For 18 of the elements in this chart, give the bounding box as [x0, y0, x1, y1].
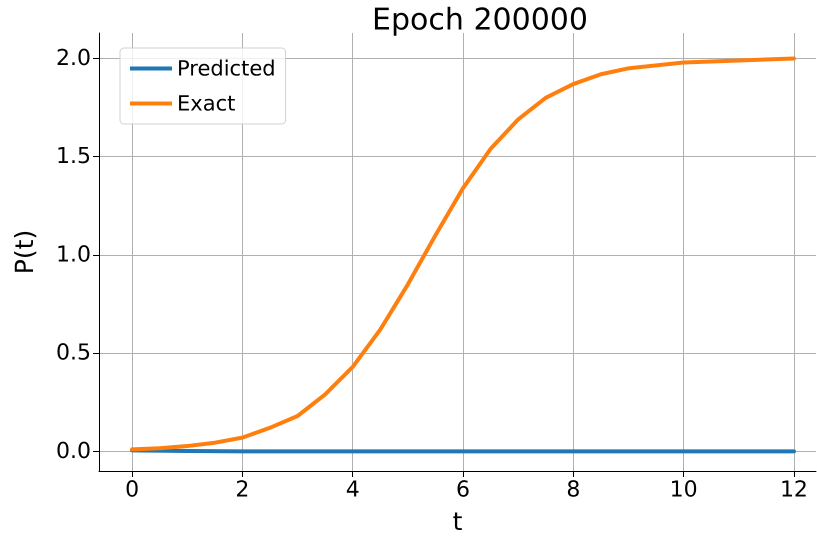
y-tick-label: 0.5: [56, 340, 91, 366]
x-tick-label: 2: [235, 478, 250, 502]
x-tick-label: 6: [456, 478, 470, 502]
x-tick-label: 12: [780, 478, 808, 502]
y-axis-title: P(t): [10, 230, 39, 274]
x-tick-label: 8: [566, 478, 580, 502]
chart-title: Epoch 200000: [372, 2, 588, 38]
x-axis-title: t: [452, 507, 463, 536]
legend-label: Exact: [177, 92, 236, 116]
legend-label: Predicted: [177, 56, 276, 80]
x-tick-label: 4: [346, 478, 360, 502]
x-tick-label: 0: [125, 478, 140, 502]
y-tick-label: 0.0: [56, 438, 91, 464]
y-tick-label: 1.5: [56, 144, 91, 170]
y-tick-label: 2.0: [56, 46, 91, 72]
line-series: [130, 56, 796, 452]
y-tick-label: 1.0: [56, 242, 91, 268]
x-tick-label: 10: [670, 478, 698, 502]
